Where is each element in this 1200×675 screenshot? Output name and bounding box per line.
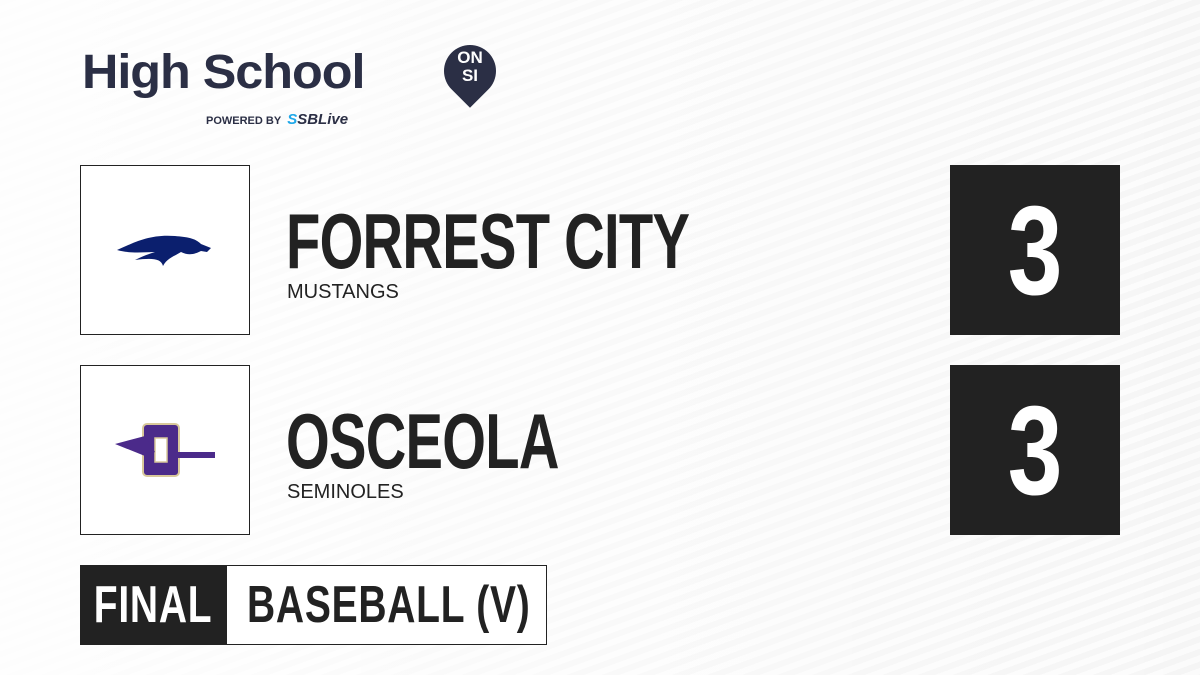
- arrowhead-o-icon: [115, 423, 215, 477]
- badge-top: ON: [457, 48, 483, 67]
- team-score: 3: [950, 365, 1120, 535]
- sport-label: BASEBALL (V): [227, 565, 547, 645]
- team-score: 3: [950, 165, 1120, 335]
- team-mascot: MUSTANGS: [287, 281, 399, 303]
- team-logo-box: [80, 365, 250, 535]
- team-name: FORREST CITY: [286, 197, 690, 285]
- sblive-logo: SSBLive: [287, 111, 349, 128]
- team-name: OSCEOLA: [286, 397, 559, 485]
- high-school-on-si-logo: High School ON SI POWERED BY SSBLive: [82, 34, 507, 128]
- powered-by: POWERED BY SSBLive: [206, 111, 348, 128]
- game-status: FINAL: [80, 565, 227, 645]
- team-mascot: SEMINOLES: [287, 481, 404, 503]
- mustang-head-icon: [117, 235, 211, 266]
- badge-bottom: SI: [461, 66, 479, 85]
- team-logo-box: [80, 165, 250, 335]
- brand-title: High School: [82, 46, 365, 99]
- powered-by-label: POWERED BY: [206, 115, 282, 127]
